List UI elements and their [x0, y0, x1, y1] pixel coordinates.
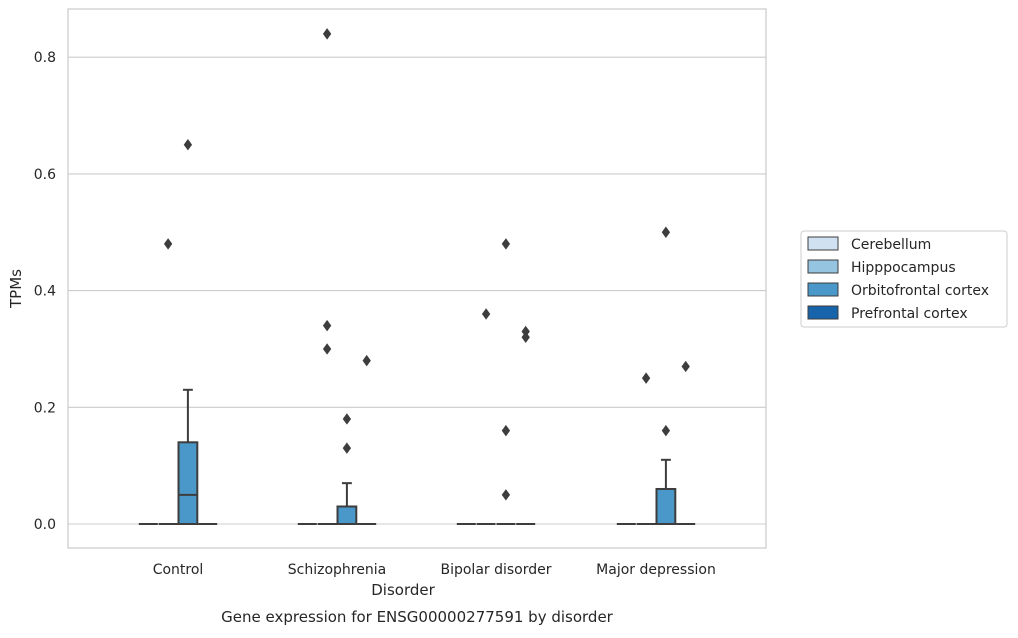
box-body: [655, 487, 677, 525]
outlier-point: [661, 226, 671, 238]
box-prefrontal-cortex: [516, 325, 536, 525]
legend-label: Hipppocampus: [851, 260, 956, 276]
box-prefrontal-cortex: [357, 354, 377, 525]
outlier-point: [521, 331, 530, 343]
y-tick-label: 0.6: [34, 167, 56, 183]
y-tick-label: 0.8: [34, 50, 56, 66]
legend-swatch: [807, 282, 839, 297]
box-body: [177, 441, 199, 525]
box-orbitofrontal-cortex: [496, 238, 516, 525]
outlier-point: [661, 424, 671, 437]
x-tick-label: Major depression: [596, 562, 716, 578]
outlier-point: [681, 360, 690, 373]
outlier-point: [342, 413, 352, 425]
outlier-point: [322, 343, 332, 355]
gridlines: [68, 56, 766, 525]
box-orbitofrontal-cortex: [655, 226, 677, 525]
y-axis-ticks: 0.0 0.2 0.4 0.6 0.8: [34, 50, 56, 533]
box-orbitofrontal-cortex: [336, 413, 358, 525]
x-tick-label: Bipolar disorder: [440, 562, 551, 578]
outlier-point: [322, 28, 332, 40]
outlier-point: [163, 238, 173, 250]
legend-swatch: [807, 259, 839, 274]
box-body: [336, 505, 358, 525]
legend-label: Cerebellum: [851, 237, 931, 253]
legend-label: Prefrontal cortex: [851, 306, 968, 322]
outlier-point: [501, 424, 511, 437]
outlier-point: [641, 372, 651, 384]
x-axis-label: Disorder: [371, 581, 435, 599]
box-hipppocampus: [636, 372, 656, 525]
outlier-point: [342, 442, 352, 454]
chart-caption: Gene expression for ENSG00000277591 by d…: [221, 608, 614, 626]
legend-frame: [800, 230, 1008, 328]
x-axis-ticks: Control Schizophrenia Bipolar disorder Majo…: [153, 562, 716, 578]
outlier-point: [481, 308, 491, 320]
x-tick-label: Control: [153, 562, 204, 578]
y-tick-label: 0.4: [34, 284, 56, 300]
plot-area-frame: [67, 8, 767, 549]
box-marks: [138, 28, 696, 525]
box-hipppocampus: [476, 308, 496, 525]
legend-swatch: [807, 236, 839, 251]
outlier-point: [183, 139, 193, 151]
legend-swatch: [807, 305, 839, 320]
x-tick-label: Schizophrenia: [288, 562, 386, 578]
legend: Cerebellum Hipppocampus Orbitofrontal cort…: [800, 230, 1008, 328]
box-hipppocampus: [317, 28, 337, 525]
legend-label: Orbitofrontal cortex: [851, 283, 989, 299]
y-tick-label: 0.0: [34, 517, 56, 533]
box-hipppocampus: [158, 238, 178, 525]
y-tick-label: 0.2: [34, 400, 56, 416]
box-prefrontal-cortex: [676, 360, 696, 525]
y-axis-label: TPMs: [7, 269, 25, 309]
box-orbitofrontal-cortex: [177, 139, 199, 525]
outlier-point: [501, 238, 511, 250]
outlier-point: [322, 319, 332, 332]
outlier-point: [501, 489, 511, 501]
outlier-point: [362, 354, 371, 367]
